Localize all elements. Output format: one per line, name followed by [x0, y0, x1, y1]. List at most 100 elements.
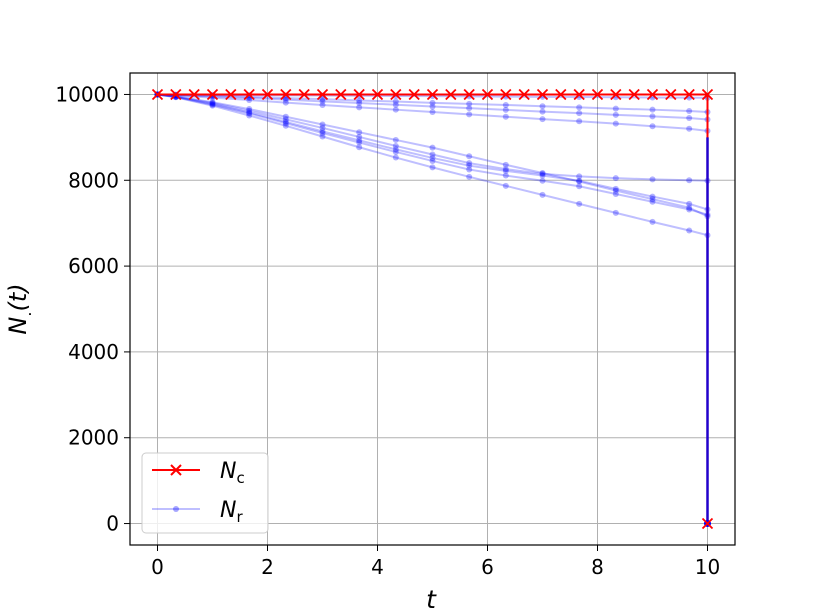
nr-run-point — [502, 166, 509, 173]
nr-run-point — [429, 151, 436, 158]
y-tick-label: 4000 — [68, 340, 119, 364]
nr-run-point — [539, 169, 546, 176]
nr-run-point — [356, 133, 363, 140]
nr-run-point — [686, 200, 693, 207]
nr-run-point — [612, 105, 619, 112]
nr-run-point — [209, 99, 216, 106]
nr-run-point — [649, 218, 656, 225]
nr-run-point — [612, 187, 619, 194]
nr-run-point — [649, 123, 656, 130]
nr-run-point — [209, 102, 216, 109]
nr-run-point — [612, 185, 619, 192]
nr-run-point — [539, 172, 546, 179]
nr-run-point — [246, 109, 253, 116]
nr-run-point — [429, 103, 436, 110]
nr-run-point — [319, 128, 326, 135]
y-tick-label: 0 — [106, 512, 119, 536]
nr-run-point — [576, 177, 583, 184]
nc-point — [665, 88, 677, 101]
nr-run-point — [392, 154, 399, 161]
nr-run-point — [246, 112, 253, 119]
nr-run-point — [356, 100, 363, 107]
nc-point — [610, 88, 622, 101]
nr-run-point — [392, 106, 399, 113]
nc-point — [261, 88, 274, 101]
nr-run-point — [466, 100, 473, 107]
nr-run-point — [282, 118, 289, 125]
nr-run-point — [319, 124, 326, 131]
nr-run-point — [576, 110, 583, 117]
nc-point — [170, 88, 182, 101]
nr-run-point — [502, 101, 509, 108]
nr-run-point — [356, 104, 363, 111]
nr-run-point — [502, 106, 509, 113]
legend-entry-nr: Nr — [152, 498, 243, 526]
nc-point — [555, 88, 567, 101]
nr-run-point — [392, 101, 399, 108]
nr-run-point — [429, 164, 436, 171]
nr-run-point — [429, 157, 436, 164]
legend: Nc Nr — [141, 452, 269, 534]
nc-point — [408, 88, 420, 101]
y-tick-label: 6000 — [68, 254, 119, 278]
nr-run-line — [157, 93, 708, 237]
nr-run-point — [466, 160, 473, 167]
nr-run-line — [157, 93, 708, 218]
nr-run-point — [686, 107, 693, 114]
nr-run-point — [392, 142, 399, 149]
nr-run-point — [466, 105, 473, 112]
x-tick-label: 0 — [151, 555, 164, 579]
nr-run-point — [466, 162, 473, 169]
nr-run-point — [686, 125, 693, 132]
nc-point — [316, 88, 329, 101]
nc-point — [371, 88, 384, 101]
x-tick-label: 4 — [371, 555, 384, 579]
nr-run-point — [466, 166, 473, 173]
nc-point — [353, 88, 365, 101]
nr-run-point — [502, 172, 509, 179]
x-tick-label: 6 — [481, 555, 494, 579]
nr-run-point — [246, 106, 253, 113]
y-axis-ticks: 0 2000 4000 6000 8000 10000 — [55, 82, 130, 536]
nr-run-point — [282, 122, 289, 129]
nc-point — [206, 88, 219, 101]
y-axis-label: N.(t) — [4, 283, 35, 334]
nc-point — [151, 88, 164, 101]
nc-point — [701, 88, 714, 101]
nr-run-point — [209, 100, 216, 107]
nr-run-point — [429, 109, 436, 116]
nr-run-point — [539, 170, 546, 177]
nr-run-point — [612, 209, 619, 216]
x-tick-label: 2 — [261, 555, 274, 579]
nc-point — [481, 88, 494, 101]
nr-run-point — [649, 196, 656, 203]
nc-point — [280, 88, 292, 101]
nr-run-point — [539, 116, 546, 123]
nc-point — [500, 88, 512, 101]
legend-nr-marker — [173, 506, 179, 512]
nc-final-point — [701, 517, 714, 530]
legend-entry-nc: Nc — [152, 459, 245, 487]
nc-point — [335, 88, 347, 101]
nr-run-point — [356, 129, 363, 136]
nc-point — [536, 88, 549, 101]
nr-run-point — [539, 108, 546, 115]
nr-run-point — [686, 115, 693, 122]
nc-point — [225, 88, 237, 101]
x-tick-label: 10 — [695, 555, 720, 579]
nr-run-point — [649, 106, 656, 113]
nc-point — [591, 88, 604, 101]
nc-point — [445, 88, 457, 101]
nr-run-point — [576, 183, 583, 190]
nr-run-point — [686, 177, 693, 184]
nr-run-point — [392, 98, 399, 105]
nr-run-line — [157, 93, 708, 182]
y-tick-label: 8000 — [68, 168, 119, 192]
nc-point — [463, 88, 475, 101]
nr-run-point — [209, 101, 216, 108]
nr-run-point — [319, 121, 326, 128]
nr-run-line — [157, 93, 708, 132]
nr-run-point — [539, 177, 546, 184]
nr-run-point — [282, 116, 289, 123]
